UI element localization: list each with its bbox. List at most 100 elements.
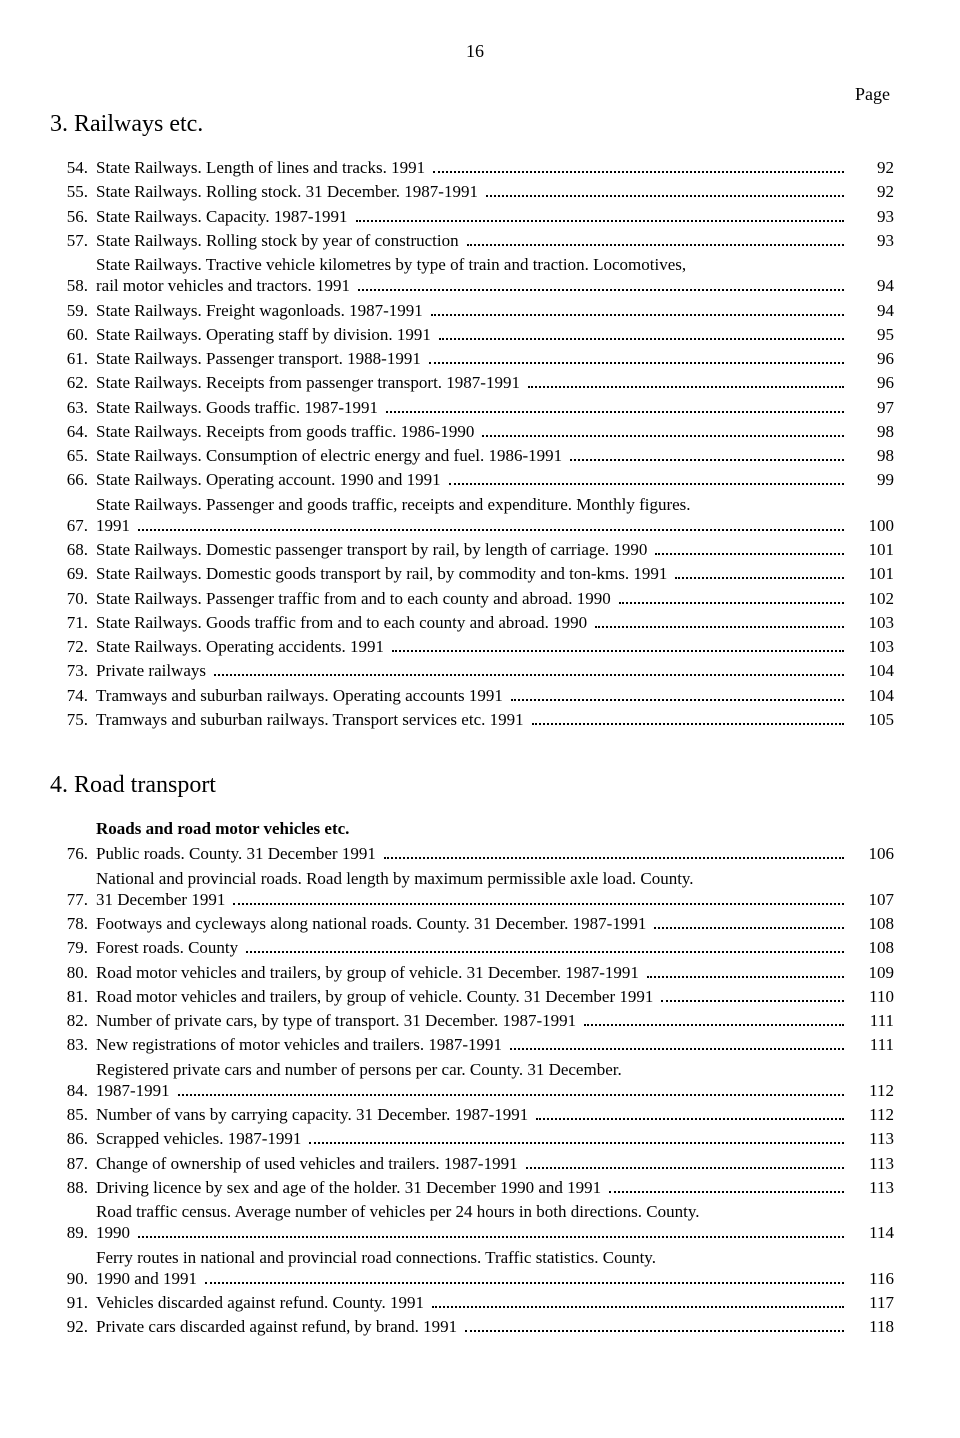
entry-number: 67. (50, 515, 96, 536)
entry-page: 99 (850, 469, 900, 490)
entry-number: 91. (50, 1292, 96, 1313)
entry-dots (570, 445, 844, 461)
entry-line: Tramways and suburban railways. Transpor… (96, 709, 850, 730)
entry-dots (661, 986, 844, 1002)
toc-entry: 69.State Railways. Domestic goods transp… (50, 563, 900, 584)
entry-dots (528, 373, 844, 389)
entry-title: State Railways. Domestic goods transport… (96, 563, 667, 584)
entry-page: 117 (850, 1292, 900, 1313)
entry-text-wrap: State Railways. Passenger and goods traf… (96, 494, 850, 537)
toc-entry: 67.State Railways. Passenger and goods t… (50, 494, 900, 537)
entry-page: 100 (850, 515, 900, 536)
entry-dots (609, 1177, 844, 1193)
entry-page: 111 (850, 1034, 900, 1055)
entry-text-wrap: State Railways. Rolling stock. 31 Decemb… (96, 181, 850, 202)
entry-page: 112 (850, 1080, 900, 1101)
entry-title: State Railways. Operating accidents. 199… (96, 636, 384, 657)
entry-number: 56. (50, 206, 96, 227)
entry-text-wrap: Tramways and suburban railways. Operatin… (96, 685, 850, 706)
entry-page: 113 (850, 1128, 900, 1149)
entry-title: State Railways. Operating staff by divis… (96, 324, 431, 345)
entry-line: State Railways. Receipts from goods traf… (96, 421, 850, 442)
entry-line: State Railways. Length of lines and trac… (96, 157, 850, 178)
entry-text-wrap: Road motor vehicles and trailers, by gro… (96, 962, 850, 983)
entry-text-wrap: State Railways. Domestic passenger trans… (96, 539, 850, 560)
entry-page: 116 (850, 1268, 900, 1289)
entry-dots (309, 1129, 844, 1145)
entry-text-wrap: National and provincial roads. Road leng… (96, 868, 850, 911)
entry-title: State Railways. Passenger traffic from a… (96, 588, 611, 609)
entry-dots (439, 324, 844, 340)
entry-number: 89. (50, 1222, 96, 1243)
entry-line: Tramways and suburban railways. Operatin… (96, 685, 850, 706)
toc-entry: 65.State Railways. Consumption of electr… (50, 445, 900, 466)
entry-title: 1991 (96, 515, 130, 536)
entry-number: 73. (50, 660, 96, 681)
toc-entry: 62.State Railways. Receipts from passeng… (50, 372, 900, 393)
entry-page: 106 (850, 843, 900, 864)
entry-number: 87. (50, 1153, 96, 1174)
entry-dots (532, 709, 844, 725)
entry-dots (205, 1268, 844, 1284)
entry-dots (392, 636, 844, 652)
entry-page: 101 (850, 563, 900, 584)
entry-dots (356, 206, 845, 222)
entry-dots (138, 515, 844, 531)
entry-page: 97 (850, 397, 900, 418)
entry-line: State Railways. Freight wagonloads. 1987… (96, 300, 850, 321)
entry-page: 98 (850, 445, 900, 466)
toc-entry: 80.Road motor vehicles and trailers, by … (50, 962, 900, 983)
entry-title: State Railways. Domestic passenger trans… (96, 539, 647, 560)
entry-line: State Railways. Domestic goods transport… (96, 563, 850, 584)
entry-title-line2: 1987-1991 (96, 1080, 850, 1101)
entry-number: 54. (50, 157, 96, 178)
toc-content: 3. Railways etc.54.State Railways. Lengt… (50, 109, 900, 1338)
entry-page: 101 (850, 539, 900, 560)
entry-text-wrap: New registrations of motor vehicles and … (96, 1034, 850, 1055)
entry-line: Forest roads. County (96, 937, 850, 958)
toc-entry: 75.Tramways and suburban railways. Trans… (50, 709, 900, 730)
entry-text-wrap: State Railways. Operating accidents. 199… (96, 636, 850, 657)
entry-line: Private cars discarded against refund, b… (96, 1316, 850, 1337)
entry-number: 68. (50, 539, 96, 560)
toc-entry: 88.Driving licence by sex and age of the… (50, 1177, 900, 1198)
entry-text-wrap: State Railways. Freight wagonloads. 1987… (96, 300, 850, 321)
entry-text-wrap: State Railways. Goods traffic. 1987-1991 (96, 397, 850, 418)
entry-title-line1: State Railways. Tractive vehicle kilomet… (96, 254, 850, 275)
entry-title: State Railways. Length of lines and trac… (96, 157, 425, 178)
entry-page: 92 (850, 181, 900, 202)
entry-title: Tramways and suburban railways. Transpor… (96, 709, 524, 730)
entry-title-line1: State Railways. Passenger and goods traf… (96, 494, 850, 515)
entry-page: 112 (850, 1104, 900, 1125)
entry-title-line1: National and provincial roads. Road leng… (96, 868, 850, 889)
entry-page: 103 (850, 636, 900, 657)
toc-entry: 85.Number of vans by carrying capacity. … (50, 1104, 900, 1125)
toc-entry: 87.Change of ownership of used vehicles … (50, 1153, 900, 1174)
entry-page: 93 (850, 206, 900, 227)
entry-title-line1: Registered private cars and number of pe… (96, 1059, 850, 1080)
entry-line: Private railways (96, 660, 850, 681)
entry-dots (595, 612, 844, 628)
entry-title: State Railways. Receipts from passenger … (96, 372, 520, 393)
entry-dots (654, 913, 844, 929)
toc-entry: 78.Footways and cycleways along national… (50, 913, 900, 934)
section-block: 4. Road transportRoads and road motor ve… (50, 770, 900, 1338)
entry-dots (433, 157, 844, 173)
entry-line: Public roads. County. 31 December 1991 (96, 843, 850, 864)
entry-line: Number of private cars, by type of trans… (96, 1010, 850, 1031)
entry-line: Road motor vehicles and trailers, by gro… (96, 986, 850, 1007)
entry-page: 104 (850, 660, 900, 681)
entry-dots (536, 1104, 844, 1120)
entry-line: State Railways. Consumption of electric … (96, 445, 850, 466)
entry-text-wrap: Driving licence by sex and age of the ho… (96, 1177, 850, 1198)
entry-title: State Railways. Passenger transport. 198… (96, 348, 421, 369)
entry-page: 96 (850, 348, 900, 369)
toc-entry: 57.State Railways. Rolling stock by year… (50, 230, 900, 251)
entry-page: 113 (850, 1153, 900, 1174)
entry-number: 77. (50, 889, 96, 910)
entry-text-wrap: Number of private cars, by type of trans… (96, 1010, 850, 1031)
section-block: 3. Railways etc.54.State Railways. Lengt… (50, 109, 900, 730)
entry-dots (358, 276, 844, 292)
entry-title: 1987-1991 (96, 1080, 170, 1101)
entry-number: 81. (50, 986, 96, 1007)
